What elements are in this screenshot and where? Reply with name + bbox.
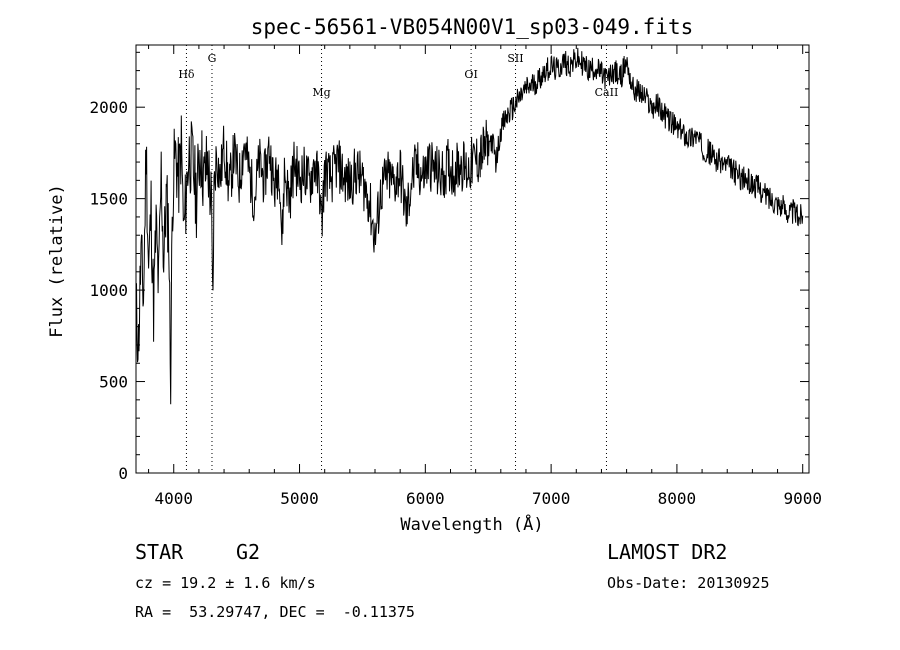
y-tick-label: 2000 bbox=[89, 98, 128, 117]
x-tick-label: 5000 bbox=[280, 489, 319, 508]
y-tick-label: 1000 bbox=[89, 281, 128, 300]
annotation-label: Hδ bbox=[178, 68, 195, 81]
x-tick-label: 9000 bbox=[783, 489, 822, 508]
x-tick-label: 4000 bbox=[154, 489, 193, 508]
chart-title: spec-56561-VB054N00V1_sp03-049.fits bbox=[251, 15, 694, 39]
x-tick-label: 8000 bbox=[658, 489, 697, 508]
annotation-label: Mg bbox=[312, 86, 330, 99]
line-annotations: Hδ G Mg OI SII CaII bbox=[178, 45, 618, 473]
y-axis-label: Flux (relative) bbox=[47, 184, 67, 338]
axis-ticks: 4000 5000 6000 7000 8000 9000 0 500 1000 1500 2000 bbox=[89, 45, 822, 508]
object-subclass: G2 bbox=[236, 540, 261, 564]
x-axis-label: Wavelength (Å) bbox=[400, 513, 543, 535]
y-tick-label: 500 bbox=[99, 373, 128, 392]
survey-label: LAMOST DR2 bbox=[607, 540, 728, 564]
series-layer bbox=[135, 47, 804, 405]
redshift-velocity: cz = 19.2 ± 1.6 km/s bbox=[135, 574, 316, 592]
plot-frame bbox=[135, 44, 810, 474]
observation-date: Obs-Date: 20130925 bbox=[607, 574, 770, 592]
x-tick-label: 6000 bbox=[406, 489, 445, 508]
object-class: STAR bbox=[135, 540, 184, 564]
annotation-label: CaII bbox=[595, 86, 619, 99]
spectrum-line bbox=[135, 47, 804, 405]
sky-coordinates: RA = 53.29747, DEC = -0.11375 bbox=[135, 603, 415, 621]
annotation-label: OI bbox=[464, 68, 477, 81]
y-tick-label: 0 bbox=[118, 464, 128, 483]
y-tick-label: 1500 bbox=[89, 190, 128, 209]
annotation-label: SII bbox=[507, 52, 523, 65]
x-tick-label: 7000 bbox=[532, 489, 571, 508]
annotation-label: G bbox=[208, 52, 217, 65]
